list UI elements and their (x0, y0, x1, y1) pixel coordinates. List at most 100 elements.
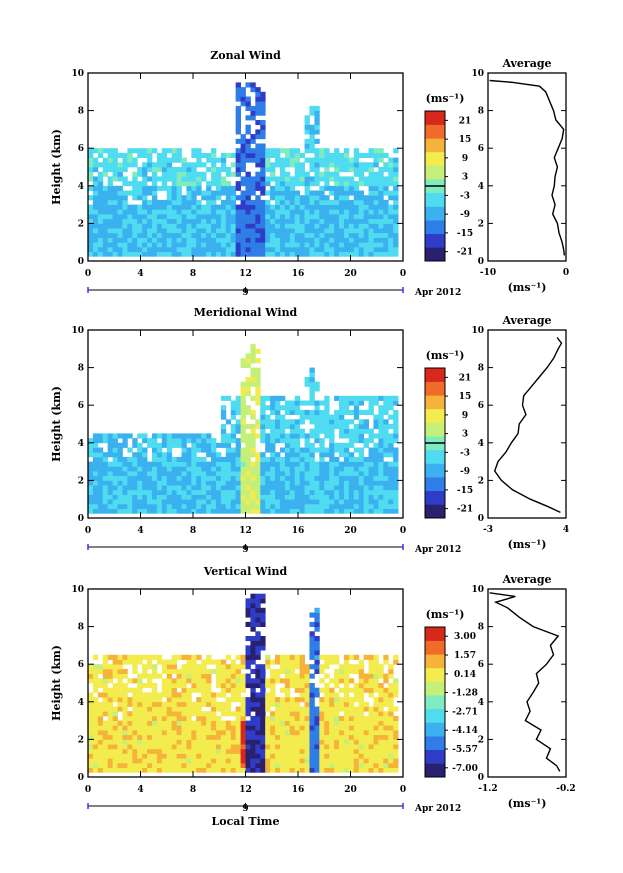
field-cell (309, 697, 315, 703)
field-cell (289, 715, 296, 721)
field-cell (363, 485, 369, 491)
field-cell (97, 452, 104, 458)
field-cell (230, 433, 237, 439)
field-cell (235, 687, 241, 693)
field-cell (156, 734, 163, 740)
field-cell (220, 475, 227, 481)
field-cell (378, 725, 384, 731)
field-cell (176, 744, 182, 750)
field-cell (186, 499, 192, 505)
field-cell (383, 419, 389, 425)
colorbar-frame (424, 626, 446, 778)
field-cell (368, 503, 374, 509)
field-cell (284, 228, 291, 234)
field-cell (215, 668, 222, 674)
field-cell (230, 683, 237, 689)
field-cell (151, 181, 158, 187)
field-cell (324, 218, 330, 224)
field-cell (294, 190, 301, 196)
field-cell (299, 499, 305, 505)
field-cell (275, 428, 281, 434)
field-cell (353, 438, 360, 444)
field-cell (304, 452, 310, 458)
field-cell (186, 475, 192, 481)
field-cell (279, 438, 286, 444)
field-cell (314, 428, 320, 434)
field-cell (334, 673, 340, 679)
field-cell (279, 405, 286, 411)
field-cell (279, 654, 286, 660)
field-cell (363, 715, 369, 721)
field-cell (151, 452, 158, 458)
colorbar-segment (425, 138, 445, 153)
field-cell (206, 438, 212, 444)
field-cell (339, 739, 345, 745)
field-cell (314, 386, 320, 392)
field-cell (265, 209, 271, 215)
field-cell (137, 171, 143, 177)
field-cell (117, 214, 123, 220)
field-cell (171, 711, 177, 717)
field-cell (166, 204, 173, 210)
field-cell (166, 692, 173, 698)
field-cell (260, 228, 266, 234)
field-cell (235, 442, 241, 448)
field-cell (161, 237, 168, 243)
field-cell (284, 767, 291, 773)
field-cell (255, 185, 261, 191)
field-cell (373, 678, 379, 684)
colorbar-segment (425, 736, 445, 751)
field-cell (112, 683, 118, 689)
field-cell (225, 447, 232, 453)
field-cell (186, 748, 192, 754)
field-cell (334, 697, 340, 703)
field-cell (211, 167, 217, 173)
field-cell (142, 485, 148, 491)
field-cell (235, 246, 241, 252)
field-cell (383, 471, 389, 477)
field-cell (343, 251, 350, 257)
colorbar-unit: (ms⁻¹) (426, 608, 465, 621)
field-cell (161, 218, 168, 224)
field-cell (304, 456, 310, 462)
field-cell (240, 381, 246, 387)
field-cell (166, 475, 173, 481)
field-cell (235, 715, 241, 721)
field-cell (383, 659, 389, 665)
field-cell (176, 654, 182, 660)
field-cell (378, 739, 384, 745)
field-cell (117, 162, 123, 168)
average-y-tick-label: 2 (478, 476, 484, 486)
field-cell (206, 471, 212, 477)
field-cell (309, 631, 315, 637)
field-cell (353, 475, 360, 481)
field-cell (151, 494, 158, 500)
field-cell (270, 428, 276, 434)
field-cell (329, 228, 335, 234)
field-cell (201, 251, 207, 257)
field-cell (112, 242, 118, 248)
field-cell (319, 447, 325, 453)
field-cell (284, 190, 291, 196)
field-cell (191, 204, 197, 210)
field-cell (102, 687, 109, 693)
field-cell (166, 673, 173, 679)
field-cell (250, 190, 256, 196)
field-cell (102, 678, 109, 684)
field-cell (255, 683, 261, 689)
field-cell (289, 148, 296, 154)
field-cell (294, 438, 301, 444)
field-cell (348, 739, 355, 745)
field-cell (240, 438, 246, 444)
field-cell (309, 372, 315, 378)
field-cell (363, 730, 369, 736)
field-cell (235, 209, 241, 215)
field-cell (388, 162, 394, 168)
field-cell (284, 494, 291, 500)
field-cell (294, 697, 301, 703)
field-cell (294, 654, 301, 660)
field-cell (270, 433, 276, 439)
average-line (489, 79, 566, 256)
field-cell (304, 400, 310, 406)
field-cell (270, 218, 276, 224)
